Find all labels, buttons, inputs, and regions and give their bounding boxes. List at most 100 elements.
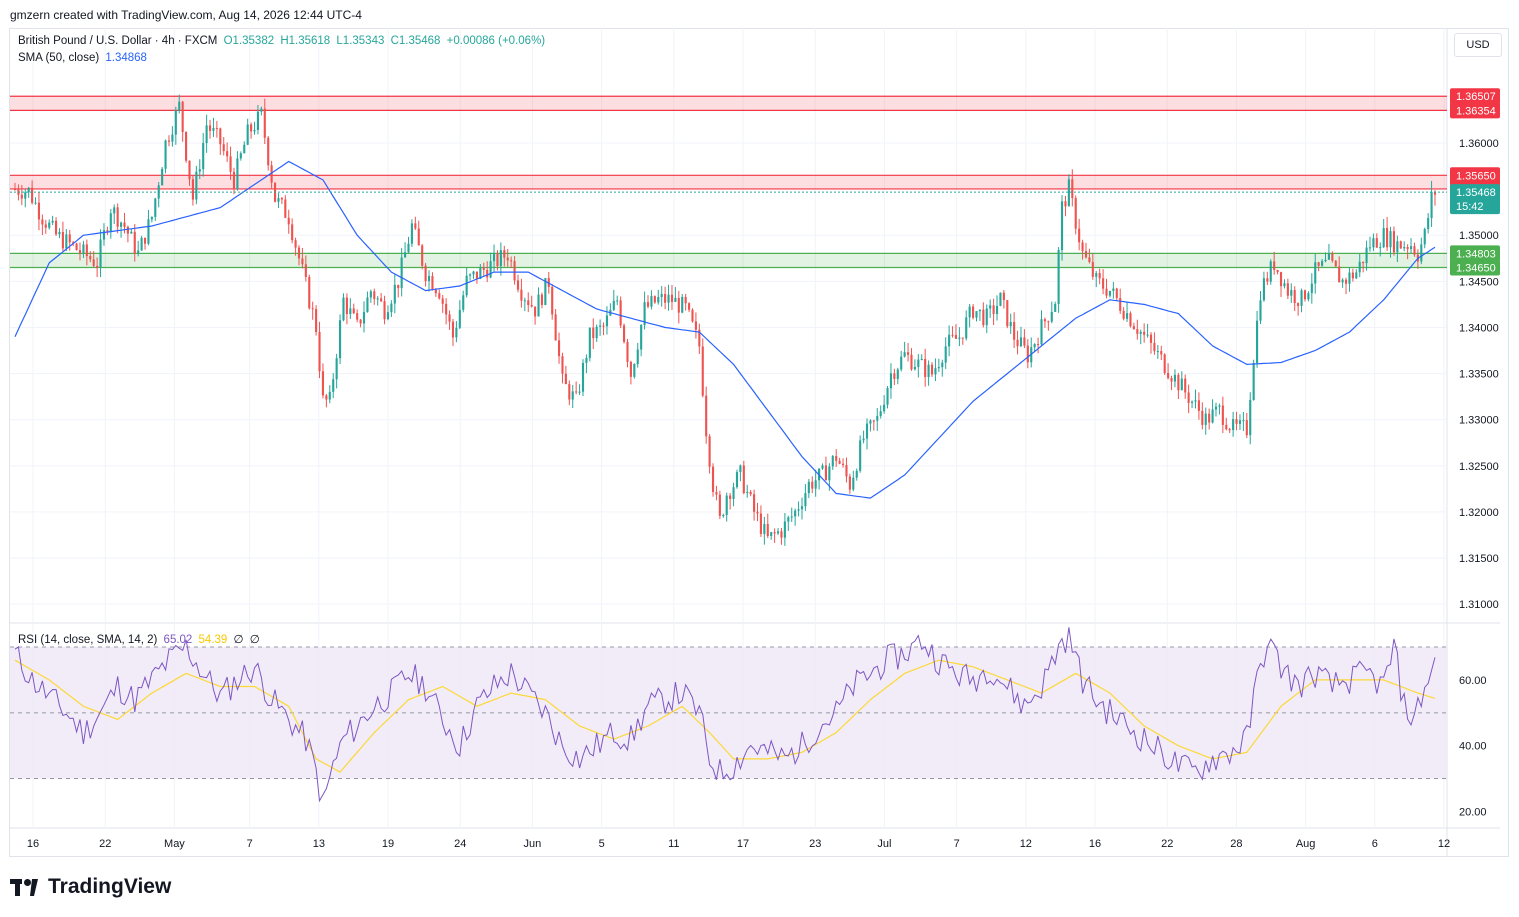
candle-body [961, 337, 964, 339]
candle-body [824, 465, 828, 481]
candle-body [130, 231, 133, 234]
candle-body [992, 305, 995, 315]
candle-body [1129, 313, 1132, 327]
candle-body [831, 456, 834, 467]
last-price-tag-text: 1.35468 [1456, 187, 1496, 199]
candle-body [1187, 392, 1190, 403]
candle-body [975, 311, 978, 318]
candle-body [1170, 378, 1173, 382]
candle-body [1122, 310, 1125, 319]
candle-body [126, 226, 129, 234]
candle-body [776, 531, 780, 534]
candle-body [1433, 191, 1437, 195]
candle-body [650, 296, 653, 307]
candle-body [404, 252, 407, 258]
candle-body [205, 125, 208, 144]
candle-body [896, 369, 899, 379]
candle-body [968, 306, 971, 318]
candle-body [530, 305, 533, 307]
candle-body [417, 228, 420, 246]
candle-body [1238, 420, 1242, 424]
candle-body [61, 232, 64, 249]
candle-body [380, 298, 383, 302]
rsi-label: RSI (14, close, SMA, 14, 2) [18, 634, 158, 646]
candle-body [397, 284, 400, 289]
candle-body [212, 127, 215, 131]
candle-body [1351, 272, 1354, 279]
candle-body [1146, 334, 1149, 336]
candle-body [1409, 246, 1413, 250]
candle-body [828, 466, 831, 481]
candle-body [383, 301, 386, 320]
candle-body [1218, 405, 1221, 407]
candle-body [756, 511, 759, 514]
candle-body [349, 308, 352, 314]
candle-body [82, 244, 85, 254]
candle-body [944, 346, 947, 363]
candle-body [427, 276, 431, 282]
candle-body [852, 477, 855, 490]
candle-body [462, 295, 465, 310]
candle-body [554, 314, 557, 341]
candle-body [681, 296, 684, 313]
candle-body [1119, 297, 1122, 311]
x-tick-label: 11 [668, 838, 679, 850]
y-tick-label: 1.33000 [1459, 415, 1499, 427]
candle-body [725, 495, 728, 515]
candle-body [294, 240, 297, 248]
candle-body [31, 187, 34, 203]
candle-body [612, 300, 615, 310]
ohlc-open: O1.35382 [223, 35, 275, 47]
candle-body [999, 292, 1002, 306]
candle-body [506, 257, 509, 261]
candle-body [653, 296, 656, 303]
candle-body [753, 494, 756, 512]
candle-body [311, 308, 314, 310]
candle-body [1420, 244, 1423, 262]
candle-body [1037, 344, 1040, 346]
candle-body [646, 302, 650, 307]
candle-body [1190, 401, 1194, 403]
candle-body [99, 239, 102, 268]
candle-body [1413, 246, 1416, 255]
candle-body [1078, 228, 1081, 243]
candle-body [1221, 405, 1224, 425]
resistance-zone [10, 96, 1447, 111]
candle-body [568, 384, 571, 400]
candle-body [1149, 334, 1153, 343]
candle-body [1043, 319, 1046, 322]
candle-body [1362, 261, 1365, 264]
candle-body [1355, 272, 1358, 279]
candle-body [1112, 288, 1115, 291]
candle-body [256, 111, 260, 130]
support-tag-lower-text: 1.34650 [1456, 263, 1496, 275]
x-tick-label: Aug [1296, 838, 1316, 850]
currency-selector[interactable]: USD [1454, 33, 1502, 57]
candle-body [684, 296, 687, 304]
candle-body [1050, 311, 1053, 322]
candle-body [1286, 283, 1289, 296]
candle-body [1403, 247, 1406, 249]
candle-body [308, 276, 311, 309]
candle-body [229, 156, 232, 172]
rsi-tick-label: 60.00 [1459, 675, 1487, 687]
ohlc-low: L1.35343 [336, 35, 385, 47]
candle-body [540, 294, 544, 305]
candle-body [534, 306, 537, 317]
y-tick-label: 1.34000 [1459, 322, 1499, 334]
candle-body [1081, 242, 1084, 252]
candle-body [523, 300, 526, 302]
candle-body [629, 361, 632, 377]
candle-body [1002, 292, 1005, 301]
candle-body [865, 423, 869, 439]
candle-body [906, 352, 910, 355]
candle-body [373, 291, 376, 300]
candle-body [332, 379, 335, 392]
candle-body [68, 234, 71, 243]
candle-body [718, 494, 721, 516]
candle-body [773, 532, 776, 534]
candle-body [746, 491, 749, 494]
candle-body [732, 487, 735, 499]
candle-body [1211, 409, 1214, 423]
